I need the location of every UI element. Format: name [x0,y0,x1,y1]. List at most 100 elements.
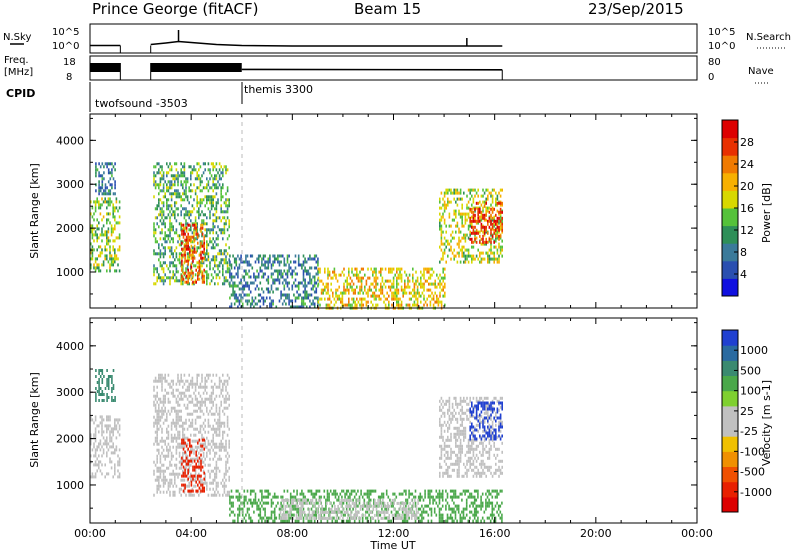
data-cell [293,281,295,285]
data-cell [245,498,247,502]
data-cell [225,258,227,262]
data-cell [172,273,174,277]
data-cell [498,201,500,205]
data-cell [312,504,314,508]
data-cell [190,165,192,169]
data-cell [440,288,443,292]
data-cell [90,415,92,419]
data-cell [472,254,475,258]
data-cell [382,498,384,502]
data-cell [98,430,100,434]
data-cell [178,243,181,247]
data-cell [280,507,282,511]
data-cell [104,475,106,479]
data-cell [212,231,214,235]
data-cell [305,296,308,300]
data-cell [201,442,203,446]
data-cell [153,177,155,181]
data-cell [387,495,390,499]
data-cell [175,207,178,211]
data-cell [102,442,105,446]
data-cell [488,257,491,261]
data-cell [309,305,311,309]
data-cell [248,498,250,502]
data-cell [196,376,198,380]
data-cell [170,246,173,250]
data-cell [164,252,166,256]
data-cell [352,300,355,304]
data-cell [164,418,166,422]
data-cell [183,171,186,175]
data-cell [115,200,118,204]
data-cell [240,495,242,499]
data-cell [212,204,214,208]
data-cell [294,284,297,288]
data-cell [397,303,400,307]
data-cell [194,409,197,413]
data-cell [253,498,255,502]
data-cell [114,206,116,210]
data-cell [440,519,442,523]
data-cell [496,251,499,255]
data-cell [325,285,328,289]
data-cell [419,519,422,523]
data-cell [367,267,369,271]
data-cell [192,223,194,227]
y-tick-label: 1000 [56,266,84,279]
data-cell [215,183,218,187]
data-cell [106,415,108,419]
data-cell [210,469,213,473]
data-cell [352,297,355,301]
data-cell [397,267,400,271]
data-cell [491,495,494,499]
data-cell [401,510,404,514]
data-cell [399,270,401,274]
data-cell [101,433,103,437]
data-cell [465,507,468,511]
data-cell [204,162,206,166]
data-cell [358,519,361,523]
data-cell [203,438,205,442]
data-cell [390,510,393,514]
data-cell [186,403,189,407]
data-cell [175,195,178,199]
data-cell [421,516,423,520]
data-cell [280,269,282,273]
data-cell [156,412,158,416]
data-cell [269,492,271,496]
data-cell [456,221,459,225]
data-cell [220,445,222,449]
data-cell [380,270,382,274]
data-cell [175,231,178,235]
data-cell [192,489,194,493]
data-cell [293,504,295,508]
data-cell [172,276,174,280]
data-cell [103,171,105,175]
data-cell [164,406,166,410]
data-cell [370,294,372,298]
data-cell [204,379,206,383]
data-cell [214,445,216,449]
data-cell [344,303,347,307]
data-cell [167,451,170,455]
data-cell [467,212,470,216]
freq-left-tick-bottom: 8 [66,72,72,83]
data-cell [202,186,205,190]
data-cell [291,495,294,499]
data-cell [483,228,486,232]
data-cell [439,282,441,286]
data-cell [222,237,224,241]
data-cell [435,513,438,517]
data-cell [207,397,210,401]
data-cell [212,228,214,232]
data-cell [302,302,305,306]
data-cell [426,297,428,301]
data-cell [471,231,473,235]
data-cell [158,168,160,172]
data-cell [317,267,320,271]
data-cell [456,519,458,523]
data-cell [261,498,263,502]
data-cell [261,296,263,300]
data-cell [439,294,441,298]
data-cell [421,273,424,277]
